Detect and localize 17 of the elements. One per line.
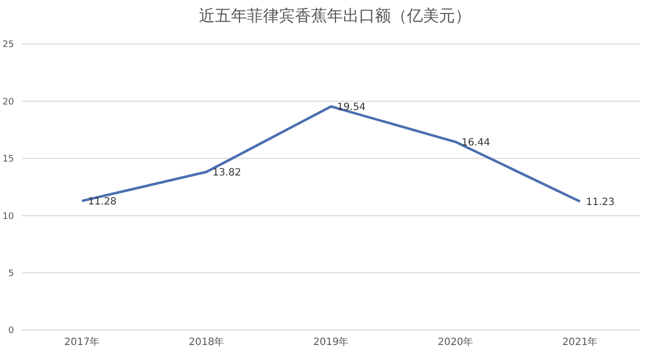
data-label: 19.54: [337, 102, 366, 114]
data-label: 16.44: [462, 137, 490, 148]
y-tick-label: 20: [2, 97, 14, 108]
y-tick-label: 0: [8, 326, 14, 336]
data-label: 11.28: [88, 196, 117, 208]
data-label: 11.23: [586, 197, 615, 208]
y-tick-label: 25: [2, 40, 14, 50]
x-tick-label: 2017年: [64, 336, 100, 348]
y-tick-label: 15: [2, 154, 14, 165]
y-tick-label: 5: [8, 268, 14, 279]
chart-title: 近五年菲律宾香蕉年出口额（亿美元）: [198, 6, 472, 27]
x-tick-label: 2020年: [438, 336, 474, 348]
data-label: 13.82: [212, 167, 242, 178]
x-tick-label: 2019年: [313, 336, 349, 348]
y-tick-label: 10: [2, 212, 14, 222]
x-tick-label: 2018年: [188, 336, 224, 348]
x-tick-label: 2021年: [562, 336, 598, 348]
